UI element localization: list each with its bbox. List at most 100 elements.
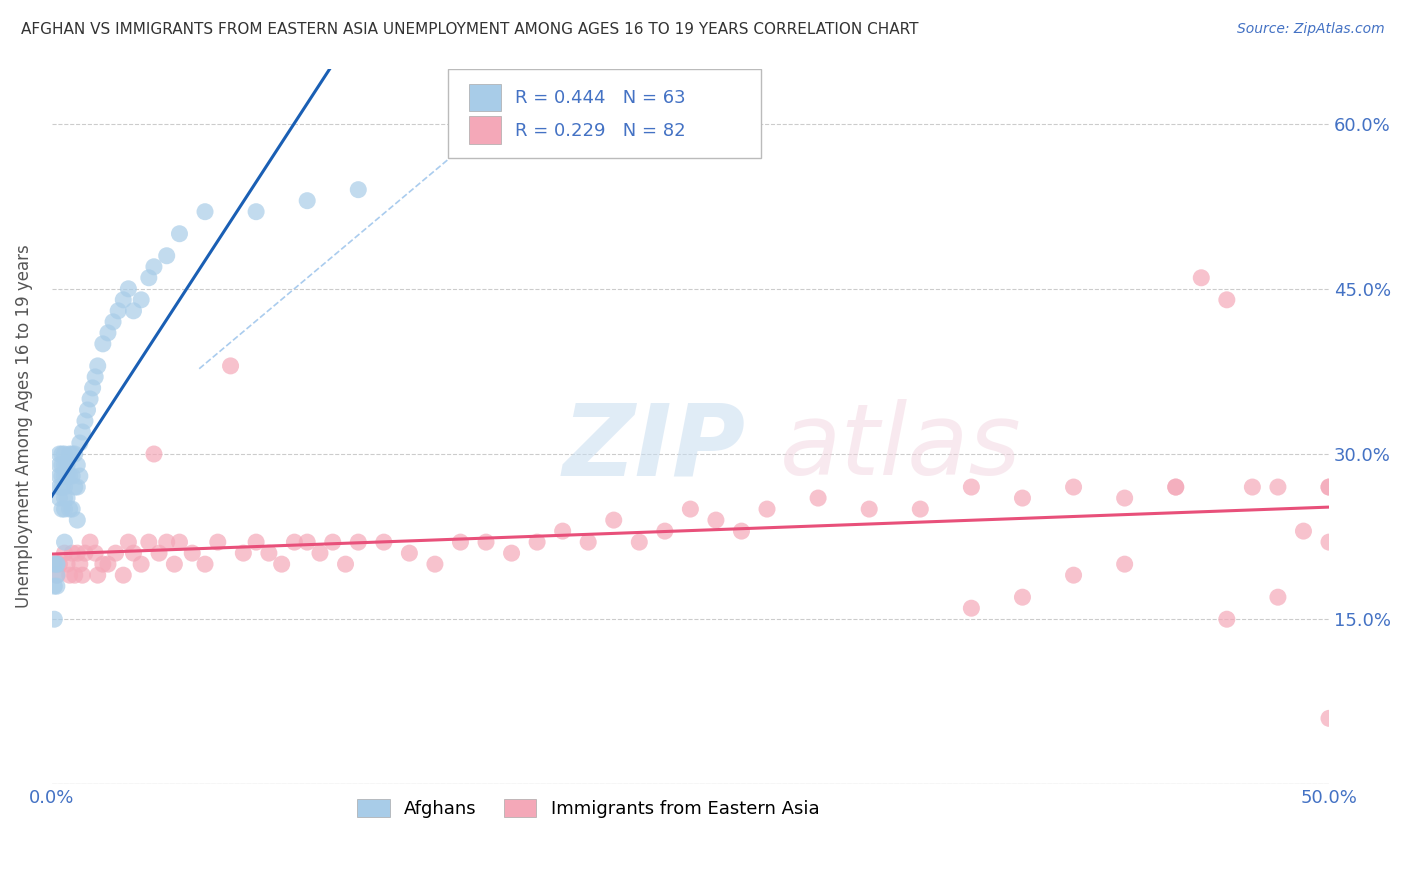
Point xyxy=(117,535,139,549)
Point xyxy=(66,458,89,472)
Point xyxy=(51,502,73,516)
Point xyxy=(679,502,702,516)
Point xyxy=(654,524,676,538)
Point xyxy=(107,303,129,318)
Point xyxy=(82,381,104,395)
Point xyxy=(1063,568,1085,582)
Point xyxy=(44,557,66,571)
Point xyxy=(156,535,179,549)
Point xyxy=(59,469,82,483)
Point xyxy=(1216,293,1239,307)
Point xyxy=(475,535,498,549)
Point xyxy=(270,557,292,571)
Point xyxy=(219,359,242,373)
Point xyxy=(84,370,107,384)
Point xyxy=(245,535,267,549)
Point xyxy=(169,535,191,549)
Point xyxy=(66,480,89,494)
Point xyxy=(104,546,127,560)
Point xyxy=(1216,612,1239,626)
Point xyxy=(1317,480,1340,494)
Text: R = 0.229   N = 82: R = 0.229 N = 82 xyxy=(516,122,686,140)
Point xyxy=(142,260,165,274)
Point xyxy=(576,535,599,549)
Point xyxy=(122,546,145,560)
Point xyxy=(56,491,79,505)
Point xyxy=(1267,590,1289,604)
Point xyxy=(51,480,73,494)
Point xyxy=(53,502,76,516)
Point xyxy=(48,458,70,472)
Point xyxy=(163,557,186,571)
Point xyxy=(335,557,357,571)
Point xyxy=(91,337,114,351)
Point xyxy=(169,227,191,241)
Point xyxy=(1114,557,1136,571)
Point xyxy=(48,491,70,505)
Point xyxy=(1063,480,1085,494)
Point xyxy=(423,557,446,571)
Point xyxy=(1241,480,1264,494)
Point xyxy=(48,469,70,483)
Point xyxy=(398,546,420,560)
Point xyxy=(257,546,280,560)
Point xyxy=(704,513,727,527)
Point xyxy=(79,392,101,406)
Point xyxy=(960,601,983,615)
Point xyxy=(84,546,107,560)
Point xyxy=(76,403,98,417)
Point xyxy=(181,546,204,560)
Point xyxy=(59,568,82,582)
Point xyxy=(56,557,79,571)
Point xyxy=(60,447,83,461)
Point xyxy=(148,546,170,560)
Point xyxy=(53,491,76,505)
Point xyxy=(44,612,66,626)
Point xyxy=(79,535,101,549)
Point xyxy=(101,315,124,329)
FancyBboxPatch shape xyxy=(470,84,502,112)
Point xyxy=(603,513,626,527)
Text: ZIP: ZIP xyxy=(562,400,745,497)
Text: AFGHAN VS IMMIGRANTS FROM EASTERN ASIA UNEMPLOYMENT AMONG AGES 16 TO 19 YEARS CO: AFGHAN VS IMMIGRANTS FROM EASTERN ASIA U… xyxy=(21,22,918,37)
Point xyxy=(53,480,76,494)
Point xyxy=(207,535,229,549)
Point xyxy=(48,480,70,494)
Point xyxy=(63,447,86,461)
Point xyxy=(526,535,548,549)
Point xyxy=(56,469,79,483)
Point xyxy=(72,425,94,439)
Point xyxy=(551,524,574,538)
Point xyxy=(66,546,89,560)
Point xyxy=(322,535,344,549)
Point xyxy=(63,568,86,582)
Point xyxy=(69,436,91,450)
Point xyxy=(69,557,91,571)
Point xyxy=(59,447,82,461)
Point xyxy=(1317,711,1340,725)
Point xyxy=(156,249,179,263)
Point xyxy=(1164,480,1187,494)
Point xyxy=(60,546,83,560)
Point xyxy=(87,568,110,582)
Point xyxy=(97,557,120,571)
Point xyxy=(347,183,370,197)
Point xyxy=(87,359,110,373)
Point xyxy=(129,557,152,571)
Point xyxy=(48,557,70,571)
Point xyxy=(450,535,472,549)
Point xyxy=(91,557,114,571)
Point xyxy=(59,502,82,516)
Point xyxy=(97,326,120,340)
Point xyxy=(112,568,135,582)
Point xyxy=(129,293,152,307)
Point xyxy=(1114,491,1136,505)
Point xyxy=(142,447,165,461)
Point xyxy=(117,282,139,296)
Point xyxy=(1317,480,1340,494)
Point xyxy=(122,303,145,318)
Point xyxy=(112,293,135,307)
Point xyxy=(44,579,66,593)
Point xyxy=(45,557,67,571)
Point xyxy=(807,491,830,505)
